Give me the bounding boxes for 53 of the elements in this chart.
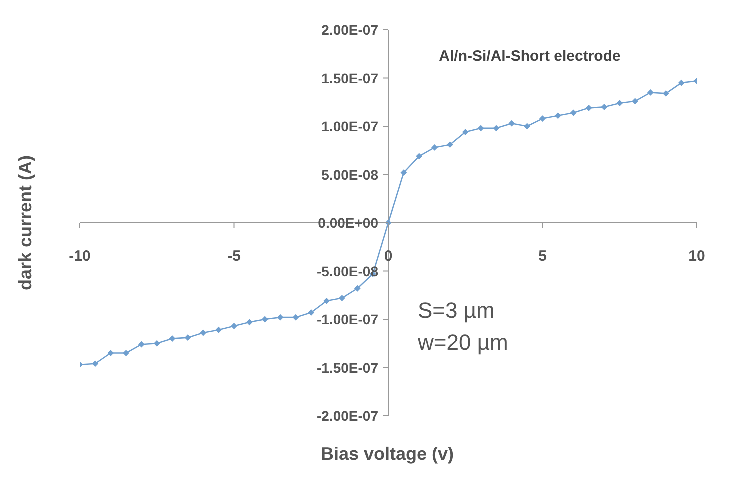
y-tick-label: 5.00E-08: [322, 166, 379, 183]
point: [554, 112, 562, 120]
point: [231, 323, 238, 330]
point: [648, 90, 654, 96]
point: [92, 360, 99, 368]
point: [262, 316, 268, 323]
point: [586, 104, 592, 112]
point: [493, 125, 500, 132]
point: [339, 295, 346, 302]
point: [508, 120, 516, 127]
point: [524, 123, 531, 130]
point: [354, 285, 361, 292]
annotation: w=20 µm: [418, 330, 508, 356]
y-tick-label: -1.50E-07: [317, 360, 379, 376]
y-tick-label: 1.50E-07: [322, 70, 379, 86]
point: [169, 336, 176, 342]
y-tick-label: 1.00E-07: [322, 118, 379, 134]
point: [292, 314, 300, 321]
point: [108, 350, 114, 356]
y-axis-title: dark current (A): [16, 155, 36, 291]
point: [138, 341, 145, 348]
text: Al/n-Si/Al-Short electrode: [438, 48, 622, 65]
point: [540, 116, 546, 122]
point: [616, 100, 624, 107]
point: [632, 98, 638, 105]
point: [678, 80, 685, 86]
point: [277, 314, 284, 321]
point: [184, 334, 192, 342]
x-axis-title: Bias voltage (v): [320, 444, 456, 465]
point: [601, 104, 608, 110]
point: [432, 144, 438, 151]
x-tick-label: 10: [688, 248, 706, 265]
point: [123, 350, 130, 356]
annotation: S=3 µm: [418, 298, 495, 324]
point: [216, 326, 222, 334]
point: [308, 310, 315, 316]
x-tick-label: 5: [538, 248, 547, 265]
point: [246, 319, 253, 326]
y-tick-label: -2.00E-07: [317, 408, 379, 424]
point: [200, 330, 207, 336]
point: [570, 110, 577, 116]
point: [478, 125, 484, 132]
x-tick-label: -10: [69, 248, 91, 265]
point: [447, 142, 454, 148]
point: [324, 298, 330, 304]
point: [416, 153, 423, 160]
point: [400, 170, 408, 176]
y-tick-label: 2.00E-07: [322, 22, 379, 38]
point: [662, 90, 670, 97]
point: [462, 129, 469, 136]
x-tick-label: -5: [228, 248, 241, 265]
point: [154, 340, 160, 347]
y-tick-label: -1.00E-07: [317, 312, 379, 328]
